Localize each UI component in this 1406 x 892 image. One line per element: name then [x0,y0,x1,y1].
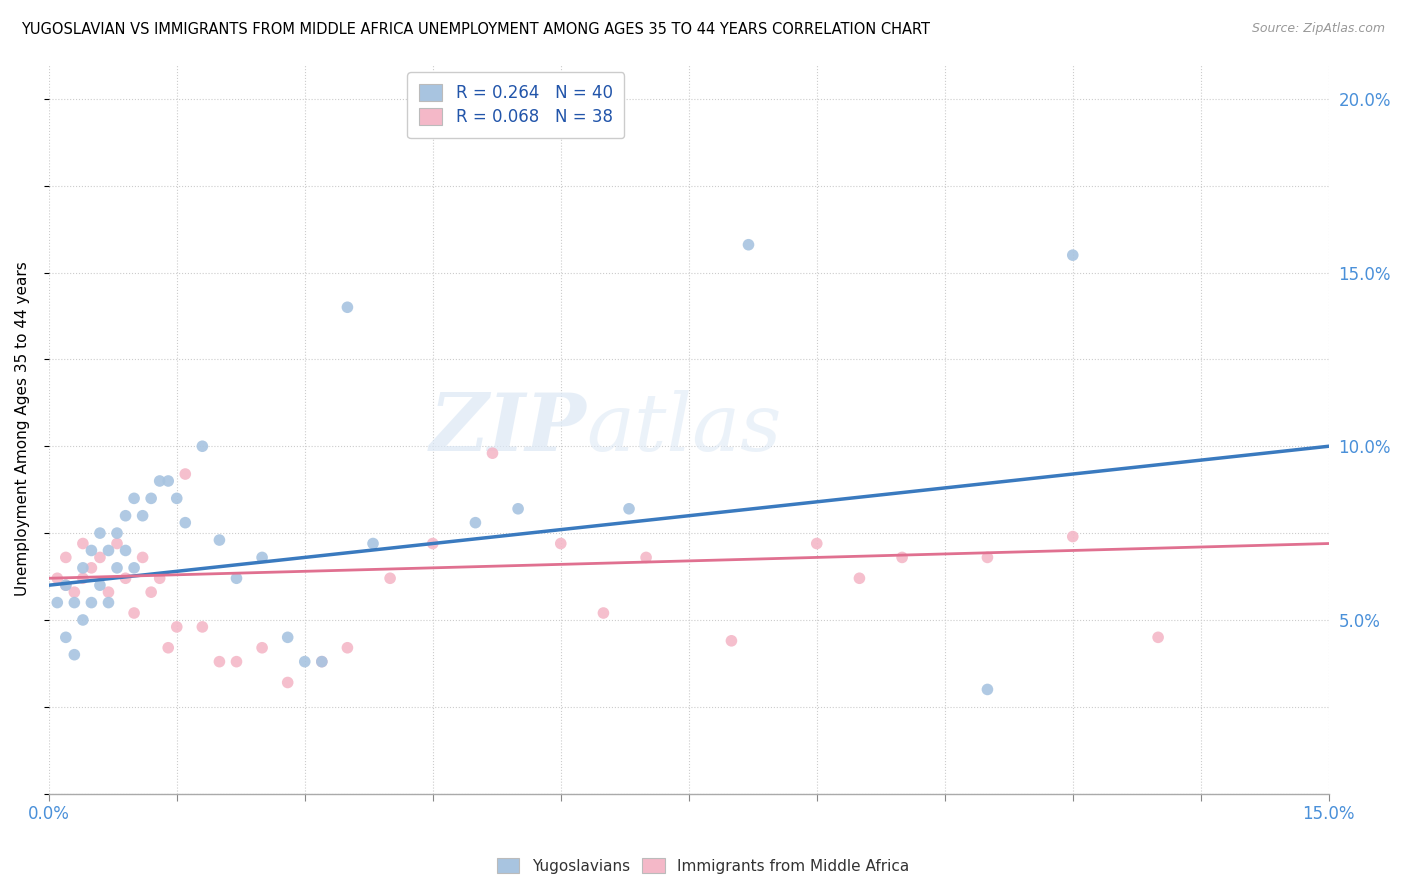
Legend: R = 0.264   N = 40, R = 0.068   N = 38: R = 0.264 N = 40, R = 0.068 N = 38 [408,72,624,138]
Point [55,550,77,565]
Text: ZIP: ZIP [429,390,586,467]
Point [208,655,231,669]
Point [277,675,299,690]
Point [506,501,529,516]
Y-axis label: Unemployment Among Ages 35 to 44 years: Unemployment Among Ages 35 to 44 years [15,261,30,596]
Point [464,516,486,530]
Point [114,543,136,558]
Point [97,543,120,558]
Point [294,655,316,669]
Point [481,446,503,460]
Point [131,508,153,523]
Text: atlas: atlas [586,390,782,467]
Point [848,571,870,585]
Point [1062,248,1084,262]
Point [72,561,94,575]
Point [225,571,247,585]
Point [174,467,197,481]
Point [976,550,998,565]
Point [80,596,103,610]
Point [63,596,86,610]
Point [72,571,94,585]
Point [422,536,444,550]
Point [157,640,180,655]
Point [191,439,214,453]
Point [166,491,188,506]
Point [55,578,77,592]
Point [89,550,111,565]
Point [89,578,111,592]
Text: Source: ZipAtlas.com: Source: ZipAtlas.com [1251,22,1385,36]
Point [80,561,103,575]
Point [114,571,136,585]
Point [311,655,333,669]
Point [122,561,145,575]
Point [80,543,103,558]
Point [617,501,640,516]
Point [174,516,197,530]
Point [122,606,145,620]
Point [806,536,828,550]
Point [149,474,172,488]
Point [208,533,231,547]
Point [550,536,572,550]
Point [63,648,86,662]
Point [122,491,145,506]
Point [378,571,401,585]
Point [277,630,299,644]
Point [141,491,163,506]
Point [976,682,998,697]
Point [250,640,273,655]
Point [55,578,77,592]
Point [361,536,384,550]
Point [311,655,333,669]
Point [72,613,94,627]
Point [1062,530,1084,544]
Point [737,237,759,252]
Point [636,550,658,565]
Point [336,640,359,655]
Point [191,620,214,634]
Point [157,474,180,488]
Point [89,526,111,541]
Point [1147,630,1170,644]
Point [63,585,86,599]
Point [46,571,69,585]
Point [141,585,163,599]
Point [336,300,359,314]
Point [55,630,77,644]
Point [105,536,128,550]
Point [72,536,94,550]
Point [114,508,136,523]
Point [225,655,247,669]
Point [149,571,172,585]
Point [97,596,120,610]
Point [97,585,120,599]
Point [131,550,153,565]
Text: YUGOSLAVIAN VS IMMIGRANTS FROM MIDDLE AFRICA UNEMPLOYMENT AMONG AGES 35 TO 44 YE: YUGOSLAVIAN VS IMMIGRANTS FROM MIDDLE AF… [21,22,931,37]
Point [250,550,273,565]
Point [891,550,914,565]
Point [592,606,614,620]
Point [105,561,128,575]
Legend: Yugoslavians, Immigrants from Middle Africa: Yugoslavians, Immigrants from Middle Afr… [491,852,915,880]
Point [166,620,188,634]
Point [46,596,69,610]
Point [720,633,742,648]
Point [105,526,128,541]
